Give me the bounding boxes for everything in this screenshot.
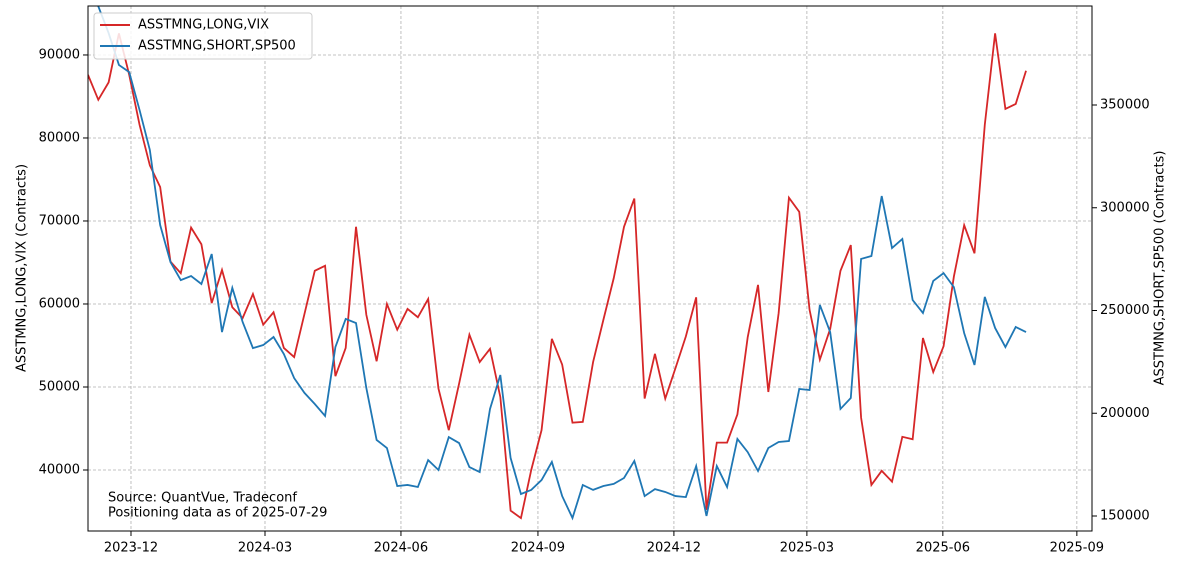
legend-box (93, 12, 313, 60)
y2-tick-label: 350000 (1100, 98, 1150, 113)
y-tick-label: 90000 (39, 47, 80, 62)
y2-tick-label: 200000 (1100, 406, 1150, 421)
y-axis-label: ASSTMNG,LONG,VIX (Contracts) (15, 164, 30, 372)
y2-tick-label: 300000 (1100, 200, 1150, 215)
x-tick-label: 2024-06 (374, 541, 428, 556)
y2-tick-label: 250000 (1100, 303, 1150, 318)
y-tick-label: 70000 (39, 213, 80, 228)
x-tick-label: 2024-09 (511, 541, 565, 556)
x-tick-label: 2025-09 (1050, 541, 1104, 556)
y2-tick-label: 150000 (1100, 508, 1150, 523)
y-tick-label: 80000 (39, 130, 80, 145)
annotation: Source: QuantVue, Tradeconf (108, 491, 297, 506)
x-tick-label: 2025-03 (780, 541, 834, 556)
legend-label: ASSTMNG,SHORT,SP500 (138, 39, 296, 54)
legend-label: ASSTMNG,LONG,VIX (138, 18, 269, 33)
data-line (97, 6, 1027, 521)
y-tick-label: 60000 (39, 296, 80, 311)
x-tick-label: 2023-12 (104, 541, 158, 556)
x-tick-label: 2025-06 (916, 541, 970, 556)
x-tick-label: 2024-12 (647, 541, 701, 556)
legend: ASSTMNG,LONG,VIX ASSTMNG,SHORT,SP500 (93, 12, 313, 60)
x-tick-label: 2024-03 (238, 541, 292, 556)
data-line (88, 33, 1027, 520)
y-tick-label: 50000 (39, 379, 80, 394)
plot-frame (87, 5, 1093, 532)
y2-axis-label: ASSTMNG,SHORT,SP500 (Contracts) (1153, 151, 1168, 386)
annotation: Positioning data as of 2025-07-29 (108, 506, 327, 521)
y-tick-label: 40000 (39, 462, 80, 477)
